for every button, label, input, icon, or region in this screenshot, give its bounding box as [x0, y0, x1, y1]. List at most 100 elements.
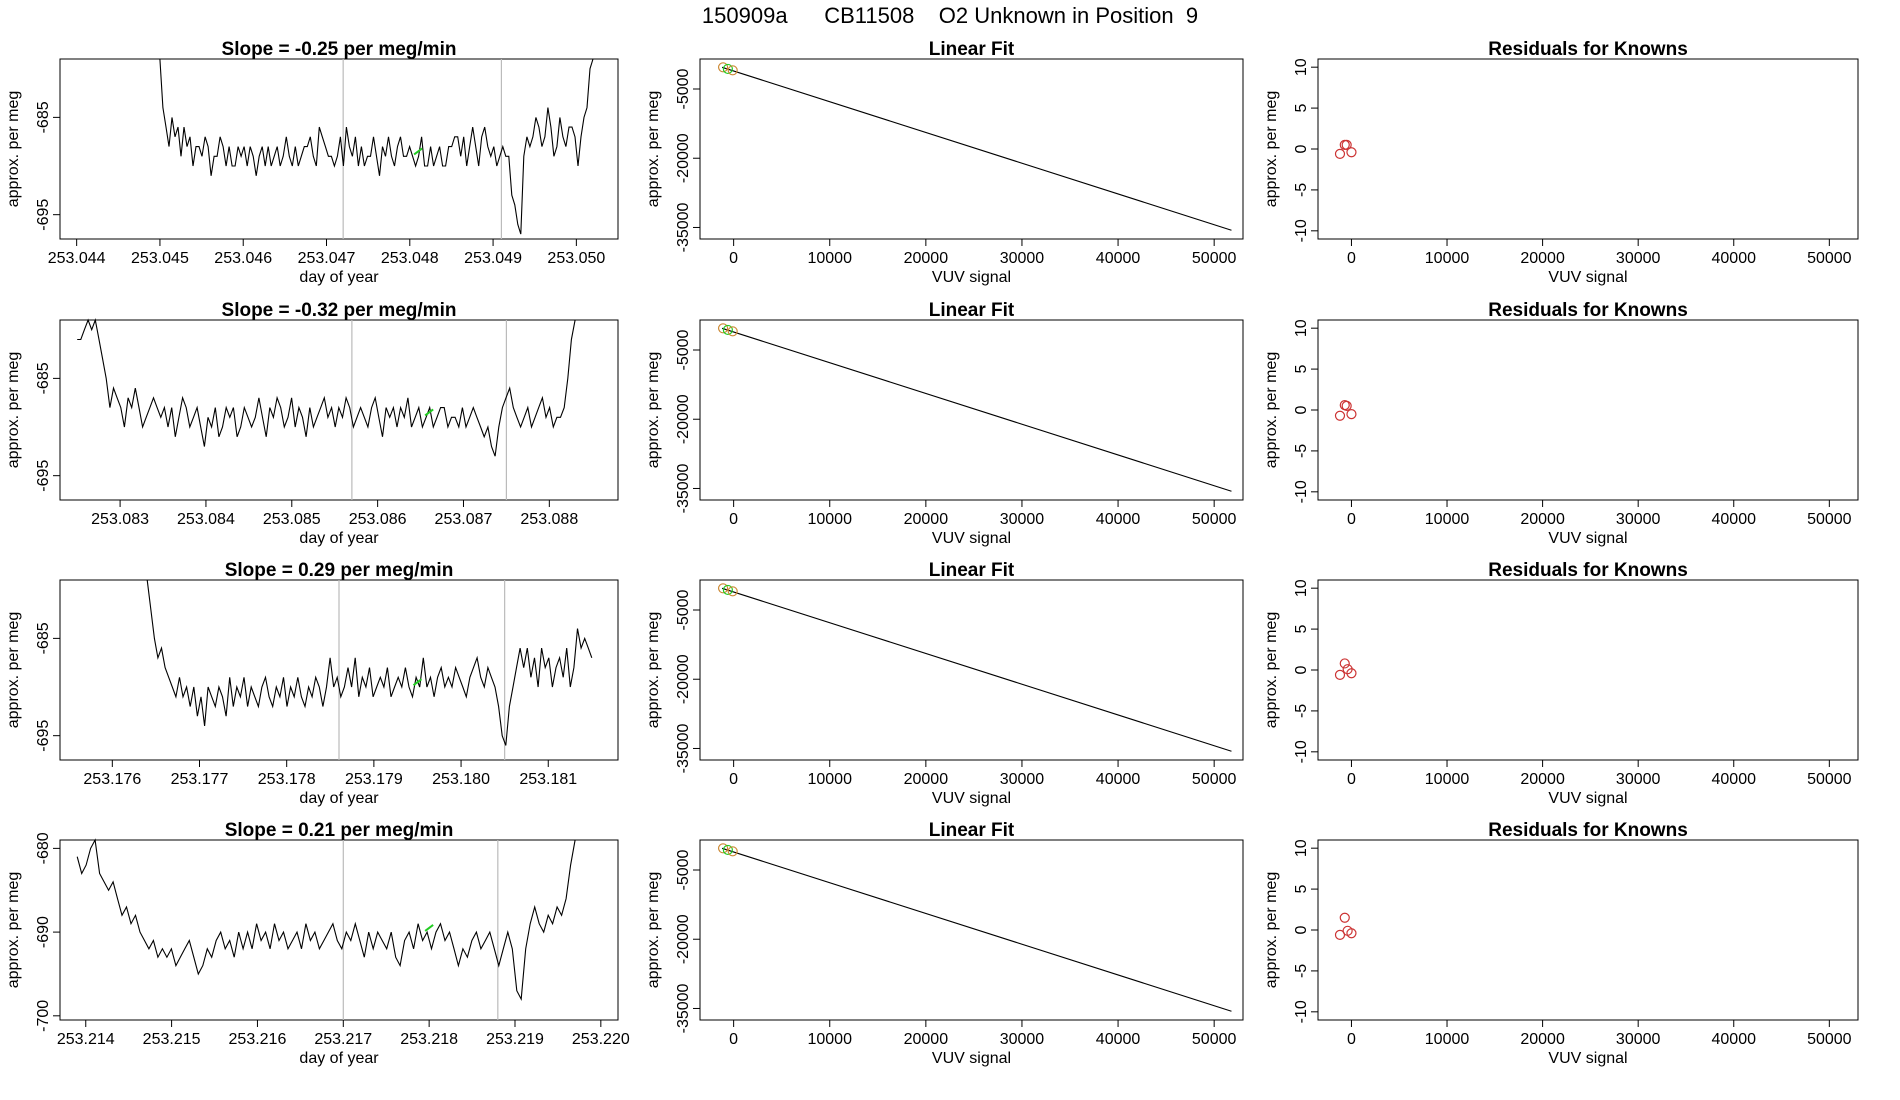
panel-fit-2: Linear Fit 0 10000 20000 30000 40000 50000 -500…: [645, 300, 1244, 547]
plot-frame: [699, 319, 1244, 501]
data-point: [722, 844, 733, 856]
x-tick-label: 253.048: [381, 250, 439, 267]
y-tick-label: 10: [1293, 58, 1310, 76]
y-tick-label: -695: [35, 720, 52, 752]
x-tick-label: 30000: [1616, 1031, 1661, 1048]
x-tick-label: 253.083: [91, 511, 149, 528]
x-tick-label: 253.047: [298, 250, 356, 267]
data-point: [717, 583, 729, 594]
series-line: [76, 838, 576, 1002]
page-title: 150909a CB11508 O2 Unknown in Position 9: [701, 3, 1199, 28]
residual-point: [1346, 928, 1357, 939]
plot-title: Slope = 0.29 per meg/min: [225, 560, 454, 581]
y-tick-label: -5000: [675, 589, 692, 630]
plot-title: Residuals for Knowns: [1488, 300, 1688, 321]
fit-line: [721, 847, 1232, 1012]
x-tick-label: 40000: [1712, 511, 1757, 528]
y-tick-label: 10: [1293, 839, 1310, 857]
x-tick-label: 253.049: [464, 250, 522, 267]
x-axis-label: day of year: [299, 790, 379, 807]
x-tick-label: 50000: [1807, 511, 1852, 528]
x-tick-label: 50000: [1192, 771, 1237, 788]
fit-line: [721, 587, 1232, 752]
x-axis-label: day of year: [299, 1050, 379, 1067]
x-tick-label: 10000: [1425, 1031, 1470, 1048]
y-tick-label: -685: [35, 362, 52, 394]
x-tick-label: 40000: [1096, 771, 1141, 788]
y-tick-label: 5: [1293, 104, 1310, 113]
plot-frame: [1317, 58, 1859, 240]
x-tick-label: 10000: [1425, 250, 1470, 267]
x-tick-label: 20000: [904, 1031, 949, 1048]
x-axis-label: day of year: [299, 269, 379, 286]
plot-title: Slope = -0.25 per meg/min: [222, 39, 457, 60]
y-tick-label: 5: [1293, 365, 1310, 374]
plot-title: Residuals for Knowns: [1488, 39, 1688, 60]
x-axis-label: VUV signal: [932, 1050, 1011, 1067]
y-tick-label: -5000: [675, 68, 692, 109]
residual-point: [1334, 669, 1346, 681]
x-axis-label: VUV signal: [1548, 790, 1627, 807]
y-axis-label: approx. per meg: [645, 91, 662, 208]
x-tick-label: 0: [1347, 771, 1356, 788]
x-tick-label: 50000: [1192, 250, 1237, 267]
x-tick-label: 30000: [1616, 511, 1661, 528]
x-tick-label: 253.219: [486, 1031, 544, 1048]
x-tick-label: 0: [729, 511, 738, 528]
y-axis-label: approx. per meg: [5, 91, 22, 208]
x-tick-label: 10000: [1425, 511, 1470, 528]
y-tick-label: -685: [35, 622, 52, 654]
x-axis-label: VUV signal: [932, 790, 1011, 807]
panel-fit-1: Linear Fit 0 10000 20000 30000 40000 50000 -500…: [645, 39, 1244, 286]
x-tick-label: 30000: [1000, 1031, 1045, 1048]
y-tick-label: -35000: [675, 463, 692, 513]
x-tick-label: 50000: [1807, 250, 1852, 267]
plot-frame: [1317, 579, 1859, 761]
x-tick-label: 253.179: [345, 771, 403, 788]
x-tick-label: 30000: [1000, 250, 1045, 267]
y-axis-label: approx. per meg: [1263, 612, 1280, 729]
data-point: [727, 326, 738, 337]
residual-point: [1346, 668, 1357, 679]
panel-slope-2: Slope = -0.32 per meg/min 253.083 253.084 2…: [5, 300, 619, 547]
residual-point: [1341, 139, 1352, 151]
plot-title: Residuals for Knowns: [1488, 560, 1688, 581]
plot-frame: [59, 319, 619, 501]
x-axis-label: VUV signal: [932, 530, 1011, 547]
plot-title: Residuals for Knowns: [1488, 820, 1688, 841]
panel-slope-4: Slope = 0.21 per meg/min 253.214 253.215 25…: [5, 820, 630, 1067]
panel-resid-4: Residuals for Knowns 0 10000 20000 30000 4000…: [1263, 820, 1859, 1067]
data-point: [717, 843, 729, 854]
x-tick-label: 253.087: [435, 511, 493, 528]
y-tick-label: 5: [1293, 885, 1310, 894]
x-tick-label: 20000: [904, 250, 949, 267]
green-marker: [412, 678, 423, 686]
plot-frame: [1317, 319, 1859, 501]
y-tick-label: -695: [35, 199, 52, 231]
fit-line: [721, 66, 1232, 231]
x-axis-label: VUV signal: [1548, 269, 1627, 286]
data-point: [727, 586, 738, 597]
x-tick-label: 50000: [1807, 1031, 1852, 1048]
y-tick-label: -35000: [675, 202, 692, 252]
x-tick-label: 253.084: [177, 511, 235, 528]
y-tick-label: -35000: [675, 723, 692, 773]
panel-slope-1: Slope = -0.25 per meg/min 253.044 253.045 2…: [5, 39, 619, 286]
y-axis-label: approx. per meg: [5, 612, 22, 729]
y-tick-label: -35000: [675, 983, 692, 1033]
x-tick-label: 253.176: [83, 771, 141, 788]
y-tick-label: -700: [35, 1000, 52, 1032]
x-axis-label: VUV signal: [1548, 530, 1627, 547]
y-tick-label: -680: [35, 832, 52, 864]
residual-point: [1346, 147, 1357, 158]
y-axis-label: approx. per meg: [645, 872, 662, 989]
y-tick-label: 0: [1293, 144, 1310, 153]
plot-frame: [699, 839, 1244, 1021]
x-tick-label: 20000: [904, 511, 949, 528]
x-tick-label: 40000: [1712, 250, 1757, 267]
plot-frame: [699, 579, 1244, 761]
y-tick-label: -690: [35, 916, 52, 948]
x-tick-label: 40000: [1096, 250, 1141, 267]
x-tick-label: 253.178: [258, 771, 316, 788]
y-tick-label: -10: [1293, 219, 1310, 242]
